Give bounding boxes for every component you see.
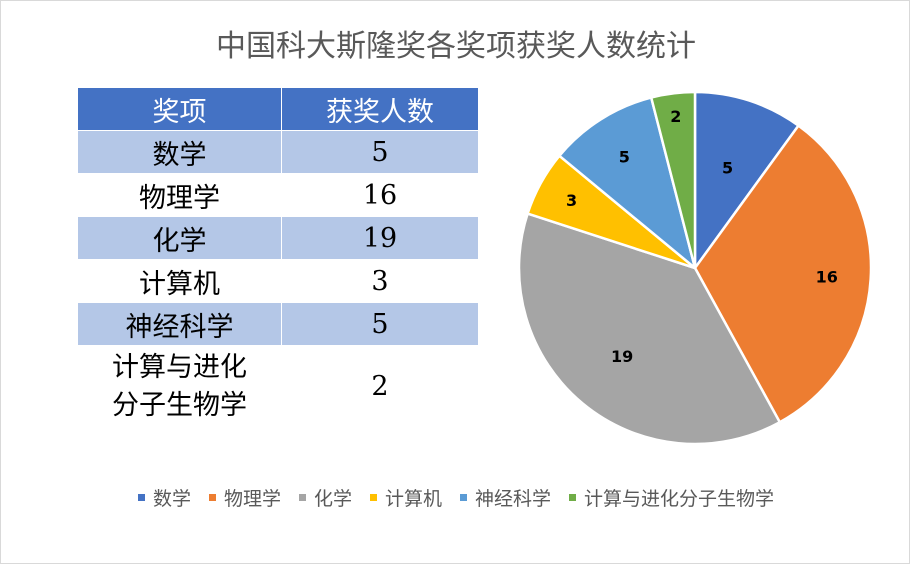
legend-swatch xyxy=(298,494,306,501)
legend-label: 数学 xyxy=(152,488,191,510)
award-name: 物理学 xyxy=(77,173,282,217)
award-name: 计算与进化 分子生物学 xyxy=(77,345,282,429)
award-name: 神经科学 xyxy=(77,302,282,346)
legend-swatch xyxy=(370,494,377,501)
table-row: 物理学 16 xyxy=(77,173,479,217)
pie-data-label: 2 xyxy=(670,107,681,126)
pie-data-label: 5 xyxy=(722,159,733,178)
legend-label: 神经科学 xyxy=(475,488,552,510)
header-count: 获奖人数 xyxy=(281,87,479,131)
legend-label: 化学 xyxy=(313,488,352,510)
legend: 数学 物理学 化学 计算机 神经科学 计算与进化分子生物学 xyxy=(1,484,910,511)
award-name-line2: 分子生物学 xyxy=(112,390,247,421)
legend-item: 计算机 xyxy=(370,484,442,511)
table-header-row: 奖项 获奖人数 xyxy=(77,87,479,131)
award-name-line1: 计算与进化 xyxy=(112,352,247,383)
award-name: 数学 xyxy=(77,130,282,174)
award-count: 19 xyxy=(281,216,479,260)
legend-label: 计算与进化分子生物学 xyxy=(584,488,775,510)
award-count: 5 xyxy=(281,130,479,174)
pie-slice xyxy=(693,123,873,424)
award-name: 化学 xyxy=(77,216,282,260)
pie-data-label: 3 xyxy=(566,191,577,210)
legend-label: 物理学 xyxy=(223,488,281,510)
legend-label: 计算机 xyxy=(385,488,443,510)
award-count: 2 xyxy=(281,345,479,429)
table-row: 化学 19 xyxy=(77,216,479,260)
table-row: 数学 5 xyxy=(77,130,479,174)
award-count: 3 xyxy=(281,259,479,303)
chart-title: 中国科大斯隆奖各奖项获奖人数统计 xyxy=(216,29,696,64)
pie-chart: 5 16 19 3 5 2 xyxy=(517,90,873,446)
award-count: 16 xyxy=(281,173,479,217)
pie-data-label: 19 xyxy=(611,347,633,366)
legend-swatch xyxy=(569,494,577,501)
legend-swatch xyxy=(137,494,145,501)
pie-data-label: 5 xyxy=(619,148,630,167)
legend-swatch xyxy=(460,494,468,501)
table-row: 计算机 3 xyxy=(77,259,479,303)
pie-slice xyxy=(517,212,782,446)
award-table: 奖项 获奖人数 数学 5 物理学 16 化学 19 计算机 3 神经科学 xyxy=(77,87,479,429)
legend-item: 化学 xyxy=(298,484,352,511)
legend-item: 物理学 xyxy=(208,484,281,511)
pie-data-label: 16 xyxy=(816,267,838,286)
legend-item: 数学 xyxy=(137,484,191,511)
award-name: 计算机 xyxy=(77,259,282,303)
legend-item: 神经科学 xyxy=(460,484,551,511)
legend-item: 计算与进化分子生物学 xyxy=(569,484,774,511)
award-count: 5 xyxy=(281,302,479,346)
header-award: 奖项 xyxy=(77,87,282,131)
legend-swatch xyxy=(208,494,216,501)
table-row: 神经科学 5 xyxy=(77,302,479,346)
pie-slice xyxy=(649,90,697,269)
pie-slice xyxy=(693,90,801,272)
table-row: 计算与进化 分子生物学 2 xyxy=(77,345,479,429)
